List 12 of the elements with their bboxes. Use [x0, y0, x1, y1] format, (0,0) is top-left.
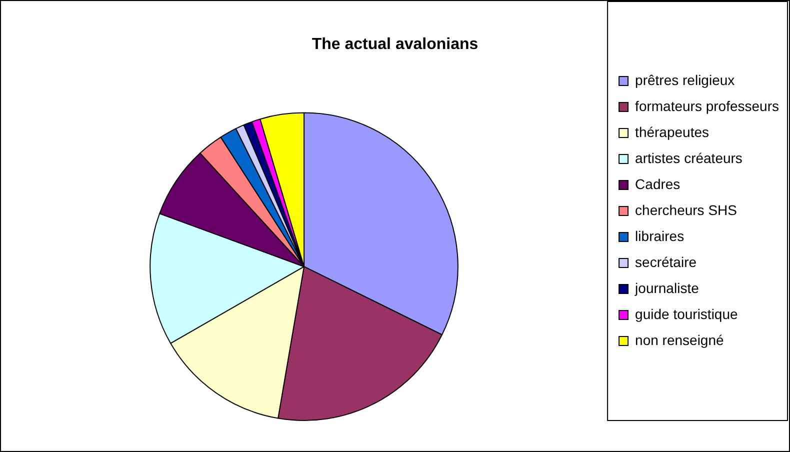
legend-label: formateurs professeurs: [635, 98, 780, 114]
legend-label: artistes créateurs: [635, 150, 742, 166]
legend-label: prêtres religieux: [635, 72, 735, 88]
legend-label: non renseigné: [635, 332, 724, 348]
legend-label: journaliste: [634, 280, 700, 296]
legend-label: libraires: [635, 228, 684, 244]
text: The actual avalonians: [312, 36, 478, 54]
legend-label: Cadres: [635, 176, 680, 192]
legend-label: guide touristique: [635, 306, 738, 322]
legend-label: chercheurs SHS: [635, 202, 737, 218]
legend-label: secrétaire: [635, 254, 697, 270]
legend-label: thérapeutes: [635, 124, 710, 140]
